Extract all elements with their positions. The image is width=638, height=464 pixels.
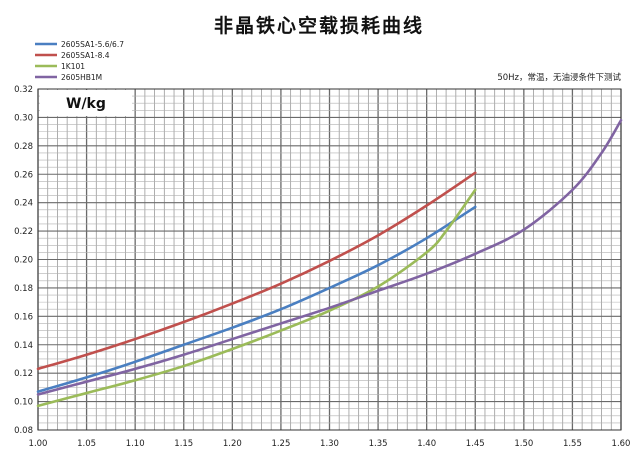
y-tick-label: 0.24	[14, 199, 33, 209]
legend-entry: 1K101	[61, 62, 85, 71]
x-tick-label: 1.20	[223, 439, 242, 449]
y-tick-label: 0.28	[14, 142, 33, 152]
legend-entry: 2605SA1-5.6/6.7	[61, 40, 124, 49]
x-tick-label: 1.55	[563, 439, 582, 449]
y-tick-label: 0.10	[14, 398, 33, 408]
x-tick-label: 1.30	[320, 439, 339, 449]
series-line-3	[36, 188, 477, 408]
y-tick-label: 0.14	[14, 341, 33, 351]
y-tick-label: 0.16	[14, 312, 33, 322]
y-tick-label: 0.30	[14, 113, 33, 123]
x-tick-label: 1.15	[174, 439, 193, 449]
y-tick-label: 0.18	[14, 284, 33, 294]
y-tick-label: 0.12	[14, 369, 33, 379]
x-tick-label: 1.60	[612, 439, 631, 449]
y-tick-label: 0.08	[14, 426, 33, 436]
x-tick-label: 1.05	[77, 439, 96, 449]
x-tick-label: 1.00	[29, 439, 48, 449]
unit-label-box	[40, 90, 132, 116]
plot-frame	[37, 88, 622, 431]
y-tick-label: 0.22	[14, 227, 33, 237]
x-tick-label: 1.35	[369, 439, 388, 449]
tick-labels: 1.00 1.05 1.10 1.15 1.20 1.25 1.30 1.35 1.40 1.45…	[14, 85, 630, 449]
y-tick-label: 0.26	[14, 170, 33, 180]
x-tick-label: 1.10	[126, 439, 145, 449]
series-line-1	[36, 205, 477, 393]
test-condition-note: 50Hz，常温，无油浸条件下测试	[497, 72, 621, 83]
x-tick-label: 1.50	[514, 439, 533, 449]
x-tick-label: 1.25	[271, 439, 290, 449]
chart-title: 非晶铁心空载损耗曲线	[214, 14, 424, 37]
series-lines	[36, 118, 623, 408]
legend-entry: 2605HB1M	[61, 73, 102, 82]
y-tick-label: 0.20	[14, 256, 33, 266]
x-tick-label: 1.45	[466, 439, 485, 449]
legend: 2605SA1-5.6/6.7 2605SA1-8.4 1K101 2605HB1M	[35, 40, 124, 82]
x-tick-label: 1.40	[417, 439, 436, 449]
series-line-2	[36, 171, 477, 371]
series-line-4	[36, 118, 623, 396]
unit-label: W/kg	[66, 96, 106, 112]
y-tick-label: 0.32	[14, 85, 33, 95]
legend-entry: 2605SA1-8.4	[61, 51, 110, 60]
